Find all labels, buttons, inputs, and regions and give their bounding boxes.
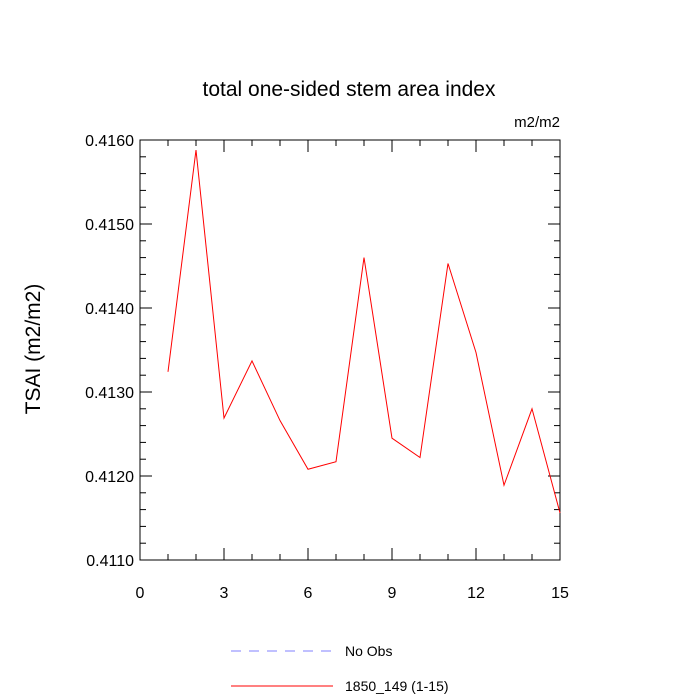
x-tick-label: 9: [388, 585, 397, 602]
y-tick-label: 0.4130: [85, 385, 134, 402]
y-axis-ticks: 0.4110 0.4120 0.4130 0.4140 0.4150 0.4160: [85, 133, 560, 570]
series-layer: [167, 150, 561, 514]
x-tick-label: 0: [136, 585, 145, 602]
series-line: [167, 150, 561, 514]
x-tick-label: 12: [467, 585, 485, 602]
y-tick-label: 0.4120: [85, 469, 134, 486]
x-tick-label: 3: [220, 585, 229, 602]
legend-label: 1850_149 (1-15): [345, 678, 449, 694]
y-axis-label: TSAI (m2/m2): [22, 284, 45, 415]
y-tick-label: 0.4150: [85, 217, 134, 234]
units-label: m2/m2: [514, 114, 560, 131]
chart-title: total one-sided stem area index: [202, 78, 496, 101]
y-tick-label: 0.4160: [85, 133, 134, 150]
legend: No Obs 1850_149 (1-15): [231, 643, 449, 694]
y-tick-label: 0.4140: [85, 301, 134, 318]
y-tick-label: 0.4110: [86, 553, 134, 570]
x-tick-label: 15: [551, 585, 569, 602]
plot-frame: [139, 139, 561, 561]
legend-label: No Obs: [345, 643, 392, 659]
x-tick-label: 6: [304, 585, 313, 602]
x-axis-ticks: 0 3 6 9 12 15: [136, 140, 569, 602]
